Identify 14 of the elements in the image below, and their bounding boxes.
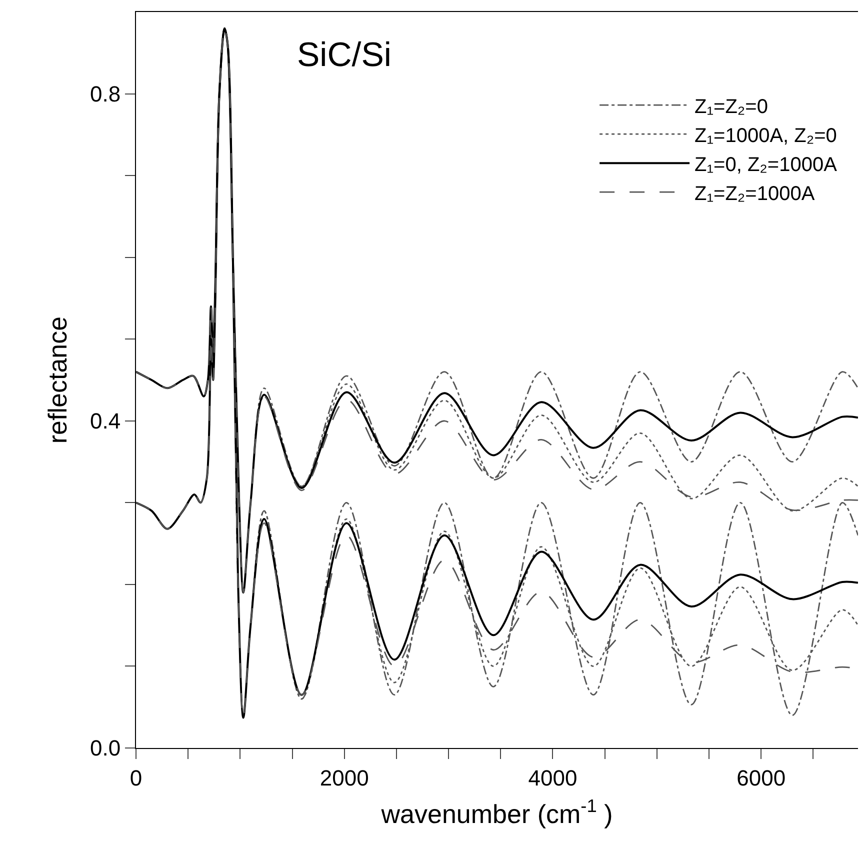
y-tick-label: 0.8 [90,81,121,106]
y-axis-title: reflectance [42,316,72,444]
legend-label: Z₁=Z₂=0 [694,96,768,118]
x-tick-label: 6000 [736,765,786,790]
annotation: SiC/Si [297,36,392,74]
legend-label: Z₁=Z₂=1000A [694,182,816,205]
y-tick-label: 0.0 [90,736,121,761]
x-tick-label: 2000 [320,765,369,790]
x-tick-label: 0 [130,765,142,790]
x-axis-title: wavenumber (cm$^{-1}$ ) [380,796,613,830]
legend-label: Z₁=1000A, Z₂=0 [694,124,837,147]
x-tick-label: 4000 [528,765,578,790]
legend-label: Z₁=0, Z₂=1000A [694,154,838,176]
y-tick-label: 0.4 [90,408,121,434]
